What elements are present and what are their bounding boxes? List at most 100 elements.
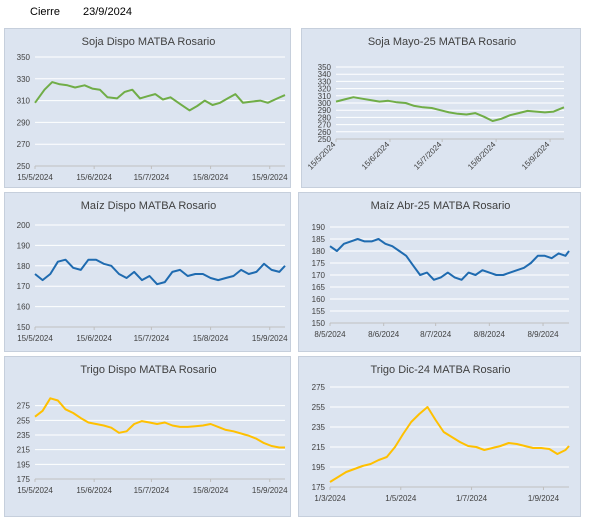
x-tick-label: 15/8/2024 (193, 334, 229, 343)
y-tick-label: 270 (318, 121, 332, 130)
x-tick-label: 15/9/2024 (252, 486, 288, 495)
x-tick-label: 1/5/2024 (385, 494, 417, 503)
chart-svg: Maíz Abr-25 MATBA Rosario 150 155 160 165 170… (312, 200, 570, 339)
x-tick-label: 15/9/2024 (520, 140, 552, 172)
y-tick-label: 280 (318, 113, 332, 122)
y-tick-label: 290 (17, 118, 31, 127)
series-line (335, 96, 565, 122)
x-tick-label: 1/7/2024 (456, 494, 488, 503)
y-tick-label: 175 (312, 483, 326, 492)
x-tick-label: 15/9/2024 (252, 334, 288, 343)
y-tick-label: 155 (312, 307, 326, 316)
y-tick-label: 255 (17, 416, 31, 425)
y-tick-label: 190 (312, 223, 326, 232)
y-tick-label: 170 (312, 271, 326, 280)
y-tick-label: 215 (17, 446, 31, 455)
x-tick-label: 15/7/2024 (134, 486, 170, 495)
y-tick-label: 215 (312, 443, 326, 452)
y-tick-label: 185 (312, 235, 326, 244)
series-line (34, 81, 286, 112)
y-tick-label: 275 (17, 402, 31, 411)
x-tick-label: 15/5/2024 (17, 173, 53, 182)
x-tick-label: 15/6/2024 (76, 486, 112, 495)
y-tick-label: 175 (312, 259, 326, 268)
y-tick-label: 290 (318, 106, 332, 115)
chart-maiz-disponible: Maíz Dispo MATBA Rosario 150 160 170 180 190 2… (4, 192, 291, 352)
y-tick-label: 350 (17, 53, 31, 62)
chart-trigo-disponible: Trigo Dispo MATBA Rosario 175 195 215 235 255… (4, 356, 291, 517)
y-tick-label: 235 (312, 423, 326, 432)
chart-maiz-abr-25: Maíz Abr-25 MATBA Rosario 150 155 160 165 170… (298, 192, 581, 352)
y-tick-label: 150 (17, 323, 31, 332)
y-tick-label: 180 (17, 262, 31, 271)
x-tick-label: 15/7/2024 (412, 140, 444, 172)
y-tick-label: 165 (312, 283, 326, 292)
chart-svg: Maíz Dispo MATBA Rosario 150 160 170 180 190 2… (17, 200, 288, 343)
x-tick-label: 8/9/2024 (527, 330, 559, 339)
close-date: 23/9/2024 (83, 6, 132, 18)
chart-soja-disponible: Soja Dispo MATBA Rosario 250 270 290 310 330 3… (4, 28, 291, 188)
y-tick-label: 195 (17, 460, 31, 469)
y-tick-label: 350 (318, 63, 332, 72)
x-tick-label: 15/9/2024 (252, 173, 288, 182)
y-tick-label: 200 (17, 221, 31, 230)
chart-svg: Soja Dispo MATBA Rosario 250 270 290 310 330 3… (17, 36, 288, 182)
x-tick-label: 15/5/2024 (306, 140, 338, 172)
x-tick-label: 15/7/2024 (134, 173, 170, 182)
y-tick-label: 160 (17, 303, 31, 312)
y-tick-label: 320 (318, 85, 332, 94)
chart-title: Maíz Abr-25 MATBA Rosario (371, 200, 511, 212)
y-tick-label: 310 (318, 92, 332, 101)
y-tick-label: 330 (318, 77, 332, 86)
x-tick-label: 1/9/2024 (528, 494, 560, 503)
x-tick-label: 8/7/2024 (420, 330, 452, 339)
series-line (34, 397, 285, 449)
series-line (329, 238, 570, 281)
x-tick-label: 1/3/2024 (314, 494, 346, 503)
x-tick-label: 15/5/2024 (17, 334, 53, 343)
chart-svg: Soja Mayo-25 MATBA Rosario 25026027028029… (306, 36, 565, 172)
y-tick-label: 250 (17, 162, 31, 171)
x-tick-label: 15/8/2024 (193, 173, 229, 182)
chart-title: Soja Dispo MATBA Rosario (82, 36, 216, 48)
y-tick-label: 175 (17, 475, 31, 484)
y-tick-label: 300 (318, 99, 332, 108)
series-line (34, 258, 286, 286)
y-tick-label: 340 (318, 70, 332, 79)
chart-svg: Trigo Dispo MATBA Rosario 175 195 215 235 255… (17, 364, 288, 495)
y-tick-label: 270 (17, 140, 31, 149)
x-tick-label: 15/7/2024 (134, 334, 170, 343)
y-tick-label: 250 (318, 135, 332, 144)
chart-svg: Trigo Dic-24 MATBA Rosario 175 195 215 235 25… (312, 364, 570, 503)
y-tick-label: 235 (17, 431, 31, 440)
y-tick-label: 190 (17, 241, 31, 250)
x-tick-label: 15/6/2024 (76, 334, 112, 343)
chart-soja-mayo-25: Soja Mayo-25 MATBA Rosario 250 260 270 280 29… (301, 28, 581, 188)
chart-trigo-dic-24: Trigo Dic-24 MATBA Rosario 175 195 215 235 25… (298, 356, 581, 517)
x-tick-label: 15/6/2024 (76, 173, 112, 182)
x-tick-label: 15/8/2024 (466, 140, 498, 172)
series-line (329, 406, 570, 483)
close-label: Cierre (30, 6, 60, 18)
y-tick-label: 180 (312, 247, 326, 256)
y-tick-label: 160 (312, 295, 326, 304)
chart-title: Trigo Dic-24 MATBA Rosario (371, 364, 511, 376)
x-tick-label: 15/5/2024 (17, 486, 53, 495)
y-tick-label: 330 (17, 75, 31, 84)
y-tick-label: 255 (312, 403, 326, 412)
chart-title: Maíz Dispo MATBA Rosario (81, 200, 217, 212)
x-tick-label: 8/5/2024 (314, 330, 346, 339)
x-tick-label: 15/6/2024 (360, 140, 392, 172)
y-tick-label: 195 (312, 463, 326, 472)
chart-title: Trigo Dispo MATBA Rosario (80, 364, 216, 376)
y-tick-label: 310 (17, 97, 31, 106)
header: Cierre 23/9/2024 (30, 6, 132, 18)
x-tick-label: 15/8/2024 (193, 486, 229, 495)
x-tick-label: 8/8/2024 (474, 330, 506, 339)
y-tick-label: 275 (312, 383, 326, 392)
y-tick-label: 150 (312, 319, 326, 328)
chart-title: Soja Mayo-25 MATBA Rosario (368, 36, 516, 48)
y-tick-label: 170 (17, 282, 31, 291)
x-tick-label: 8/6/2024 (368, 330, 400, 339)
y-tick-label: 260 (318, 128, 332, 137)
